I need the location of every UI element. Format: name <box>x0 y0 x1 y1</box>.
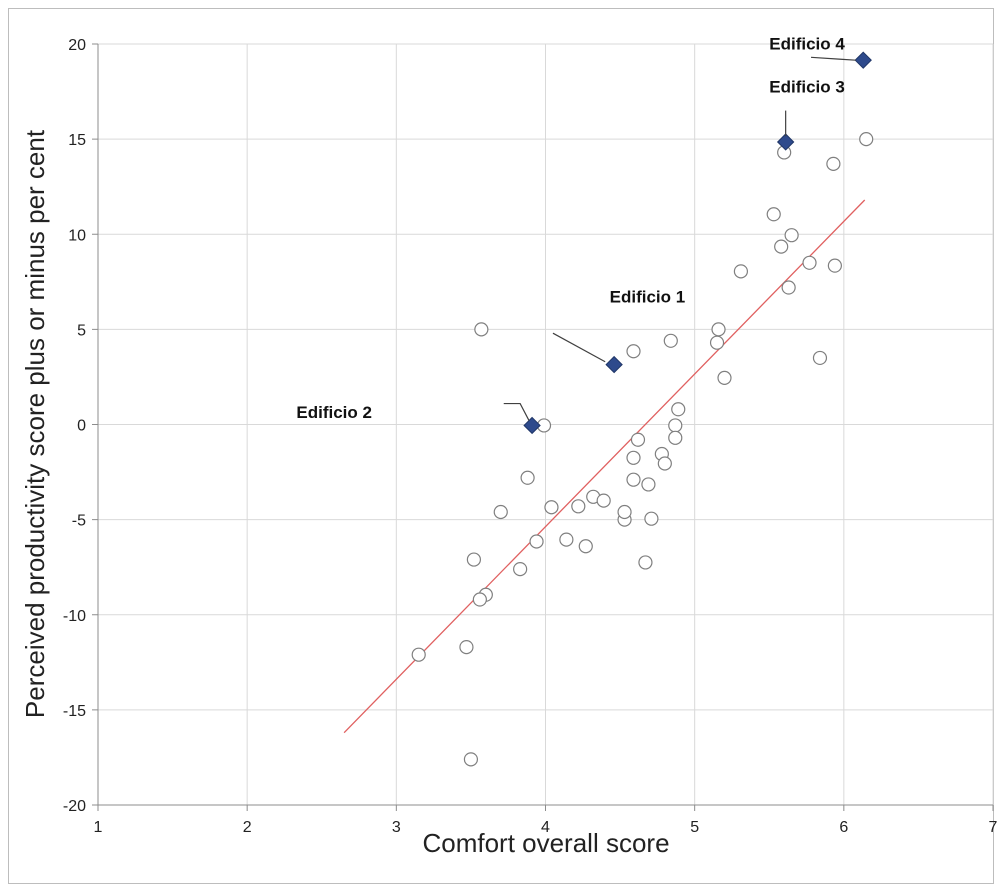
scatter-point <box>472 592 487 607</box>
scatter-point <box>826 156 841 171</box>
y-axis-title: Perceived productivity score plus or min… <box>20 129 50 718</box>
x-tick-labels: 1 2 3 4 5 6 7 <box>94 819 998 836</box>
scatter-point <box>663 333 678 348</box>
scatter-point <box>626 472 641 487</box>
y-tick-label: 15 <box>68 132 86 149</box>
y-tick-label: 0 <box>77 418 86 435</box>
chart-frame <box>8 8 994 884</box>
scatter-point <box>668 430 683 445</box>
y-tick-label: 20 <box>68 37 86 54</box>
scatter-point <box>717 370 732 385</box>
x-tick-label: 3 <box>392 819 401 836</box>
scatter-point <box>827 258 842 273</box>
y-tick-labels: 20 15 10 5 0 -5 -10 -15 -20 <box>63 37 86 815</box>
y-tick-label: -20 <box>63 798 86 815</box>
annotation-label: Edificio 2 <box>296 403 372 422</box>
x-tick-label: 6 <box>839 819 848 836</box>
scatter-point <box>668 418 683 433</box>
scatter-point <box>766 207 781 222</box>
scatter-point <box>711 322 726 337</box>
building-point <box>605 355 623 374</box>
data-points <box>411 51 874 767</box>
building-point <box>854 51 872 69</box>
x-tick-label: 1 <box>94 819 103 836</box>
annotation-label: Edificio 4 <box>769 35 845 54</box>
y-tick-label: 5 <box>77 322 86 339</box>
annotation-label: Edificio 3 <box>769 78 845 97</box>
scatter-point <box>411 647 426 662</box>
scatter-point <box>466 552 481 567</box>
grid-lines <box>98 43 994 806</box>
x-tick-label: 7 <box>989 819 998 836</box>
x-tick-label: 4 <box>541 819 550 836</box>
scatter-point <box>617 504 632 520</box>
scatter-point <box>529 534 544 549</box>
scatter-point <box>520 470 535 485</box>
trendline <box>343 199 866 734</box>
annotation-leader <box>810 56 856 61</box>
x-axis-title: Comfort overall score <box>422 828 669 858</box>
scatter-point <box>644 511 659 526</box>
annotation-leader <box>552 332 606 363</box>
building-point <box>776 133 795 151</box>
scatter-point <box>463 752 479 767</box>
scatter-point <box>626 344 641 359</box>
y-tick-label: -10 <box>63 608 86 625</box>
scatter-point <box>626 450 641 465</box>
scatter-point <box>774 239 789 254</box>
scatter-point <box>812 350 828 366</box>
annotations: Edificio 1 Edificio 2 Edificio 3 Edificio 4 <box>296 35 856 422</box>
scatter-point <box>784 228 799 243</box>
scatter-point <box>630 432 646 447</box>
scatter-point <box>657 456 672 471</box>
scatter-point <box>596 493 611 508</box>
annotation-leader <box>503 402 530 421</box>
y-tick-label: -5 <box>72 513 86 530</box>
scatter-point <box>709 335 725 350</box>
y-tick-label: -15 <box>63 703 86 720</box>
x-tick-label: 2 <box>243 819 252 836</box>
axes <box>92 43 994 811</box>
building-point <box>523 416 541 435</box>
y-tick-label: 10 <box>68 227 86 244</box>
scatter-point <box>638 555 653 570</box>
x-tick-label: 5 <box>690 819 699 836</box>
scatter-point <box>781 280 796 295</box>
scatter-point <box>802 255 817 270</box>
scatter-point <box>544 500 559 515</box>
scatter-point <box>459 639 474 655</box>
scatter-point <box>578 539 593 554</box>
scatter-point <box>571 499 586 514</box>
scatter-point <box>559 532 574 547</box>
scatter-point <box>474 322 489 337</box>
annotation-label: Edificio 1 <box>610 288 686 307</box>
scatter-point <box>641 477 656 492</box>
scatter-point <box>859 132 874 147</box>
scatter-point <box>733 264 749 279</box>
scatter-point <box>671 402 686 417</box>
scatter-point <box>493 504 508 520</box>
trendline-group <box>343 199 866 734</box>
scatter-point <box>513 561 528 577</box>
